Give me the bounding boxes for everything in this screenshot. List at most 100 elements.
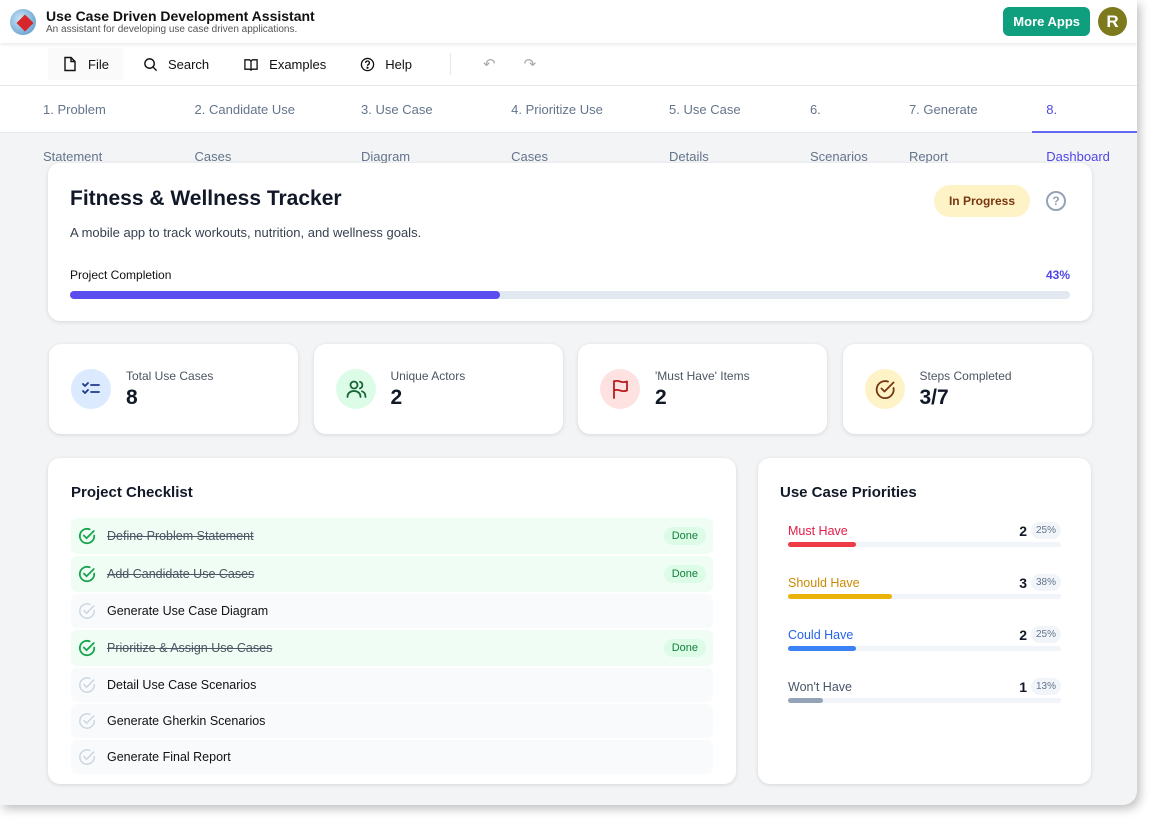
checklist-item[interactable]: Generate Use Case Diagram xyxy=(71,594,713,628)
priority-bar-fill xyxy=(788,594,892,599)
stat-label: Steps Completed xyxy=(919,368,1012,383)
tab-step-2[interactable]: 2. Candidate Use Cases xyxy=(194,101,295,164)
file-button[interactable]: File xyxy=(48,48,123,80)
checklist-item[interactable]: Prioritize & Assign Use Cases Done xyxy=(71,630,713,666)
project-description: A mobile app to track workouts, nutritio… xyxy=(70,225,422,240)
check-circle-icon xyxy=(78,527,96,545)
examples-button[interactable]: Examples xyxy=(229,49,340,80)
check-circle-icon xyxy=(79,603,95,619)
priority-count: 2 xyxy=(1019,627,1027,643)
tab-step-4[interactable]: 4. Prioritize Use Cases xyxy=(511,101,603,164)
app-window: Use Case Driven Development Assistant An… xyxy=(0,0,1137,805)
redo-icon[interactable]: ↷ xyxy=(523,56,537,73)
toolbar: File Search Examples Help ↶ ↷ xyxy=(0,43,1137,86)
app-title: Use Case Driven Development Assistant xyxy=(46,8,315,24)
stat-card: 'Must Have' Items 2 xyxy=(578,344,827,434)
checklist-item-label: Generate Use Case Diagram xyxy=(107,604,269,618)
status-badge: In Progress xyxy=(933,185,1030,217)
done-badge: Done xyxy=(663,565,706,583)
check-circle-icon xyxy=(78,639,96,657)
app-header: Use Case Driven Development Assistant An… xyxy=(0,0,1137,43)
app-subtitle: An assistant for developing use case dri… xyxy=(46,24,298,35)
completion-progress-bar xyxy=(70,291,1070,299)
checklist-icon-badge xyxy=(71,369,111,409)
priority-count: 2 xyxy=(1019,523,1027,539)
flag-icon-badge xyxy=(600,369,640,409)
undo-icon[interactable]: ↶ xyxy=(482,56,496,73)
app-logo xyxy=(10,8,36,35)
checklist-item-label: Generate Final Report xyxy=(107,750,231,764)
priority-row: Should Have 3 38% xyxy=(788,574,1061,628)
checklist-item[interactable]: Generate Gherkin Scenarios xyxy=(71,704,713,738)
examples-label: Examples xyxy=(269,56,327,72)
checklist-item[interactable]: Generate Final Report xyxy=(71,740,713,774)
stat-value: 3/7 xyxy=(919,385,949,409)
done-badge: Done xyxy=(663,527,706,545)
book-icon xyxy=(244,58,258,71)
checklist-item[interactable]: Add Candidate Use Cases Done xyxy=(71,556,713,592)
priority-label: Won't Have xyxy=(788,680,852,694)
stat-label: 'Must Have' Items xyxy=(655,368,750,383)
priority-row: Could Have 2 25% xyxy=(788,626,1061,680)
tab-step-1[interactable]: 1. Problem Statement xyxy=(43,101,106,164)
priority-bar-fill xyxy=(788,698,824,703)
stat-card: Steps Completed 3/7 xyxy=(842,344,1092,434)
project-title: Fitness & Wellness Tracker xyxy=(70,187,342,210)
help-circle-icon[interactable]: ? xyxy=(1046,191,1066,211)
priority-row: Must Have 2 25% xyxy=(788,522,1061,576)
more-apps-button[interactable]: More Apps xyxy=(1003,7,1090,36)
check-circle-icon xyxy=(79,713,95,729)
done-badge: Done xyxy=(663,639,706,657)
checklist-item-label: Generate Gherkin Scenarios xyxy=(107,714,266,728)
priority-bar xyxy=(788,646,1061,651)
stat-label: Unique Actors xyxy=(390,368,466,383)
stat-value: 2 xyxy=(390,385,403,409)
priority-label: Must Have xyxy=(788,524,848,538)
help-button[interactable]: Help xyxy=(346,49,426,80)
checklist-item-label: Detail Use Case Scenarios xyxy=(107,678,257,692)
tab-step-7[interactable]: 7. Generate Report xyxy=(908,101,978,164)
stat-value: 2 xyxy=(655,385,667,409)
search-icon xyxy=(144,57,158,71)
check-circle-icon xyxy=(875,380,895,399)
priority-percent: 38% xyxy=(1030,574,1061,591)
checklist-item[interactable]: Define Problem Statement Done xyxy=(71,518,713,554)
priority-label: Could Have xyxy=(788,628,854,642)
priority-bar-fill xyxy=(788,542,857,547)
avatar[interactable]: R xyxy=(1098,7,1127,36)
checklist-item-label: Prioritize & Assign Use Cases xyxy=(107,641,273,655)
check-circle-icon xyxy=(78,565,96,583)
priority-bar xyxy=(788,698,1061,703)
checklist-item[interactable]: Detail Use Case Scenarios xyxy=(71,668,713,702)
priority-count: 1 xyxy=(1019,679,1027,695)
completion-percent: 43% xyxy=(1045,268,1070,282)
stat-label: Total Use Cases xyxy=(126,368,214,383)
tab-step-6[interactable]: 6. Scenarios xyxy=(809,101,868,164)
completion-progress-fill xyxy=(70,291,500,299)
file-label: File xyxy=(88,56,109,72)
search-button[interactable]: Search xyxy=(129,49,223,80)
checklist-icon xyxy=(82,382,100,394)
tab-step-3[interactable]: 3. Use Case Diagram xyxy=(361,101,433,164)
priority-bar xyxy=(788,594,1061,599)
checklist-item-label: Add Candidate Use Cases xyxy=(107,567,255,581)
step-tabs: 1. Problem Statement 2. Candidate Use Cas… xyxy=(0,86,1137,164)
tab-step-5[interactable]: 5. Use Case Details xyxy=(669,101,741,164)
project-checklist-card: Project Checklist Define Problem Stateme… xyxy=(48,458,736,784)
priority-label: Should Have xyxy=(788,576,860,590)
toolbar-divider xyxy=(449,53,451,75)
file-icon xyxy=(64,56,76,72)
project-summary-card: Fitness & Wellness Tracker A mobile app … xyxy=(48,163,1092,321)
search-label: Search xyxy=(167,56,210,72)
users-icon xyxy=(346,380,366,398)
help-icon xyxy=(360,57,375,71)
stat-card: Unique Actors 2 xyxy=(313,344,563,434)
priority-row: Won't Have 1 13% xyxy=(788,678,1061,732)
tab-step-8[interactable]: 8. Dashboard xyxy=(1032,86,1137,164)
checklist-item-label: Define Problem Statement xyxy=(107,529,254,543)
priority-percent: 13% xyxy=(1030,678,1061,695)
check-circle-icon-badge xyxy=(864,369,905,409)
priority-bar xyxy=(788,542,1061,547)
completion-label: Project Completion xyxy=(70,268,172,282)
check-circle-icon xyxy=(79,677,95,693)
